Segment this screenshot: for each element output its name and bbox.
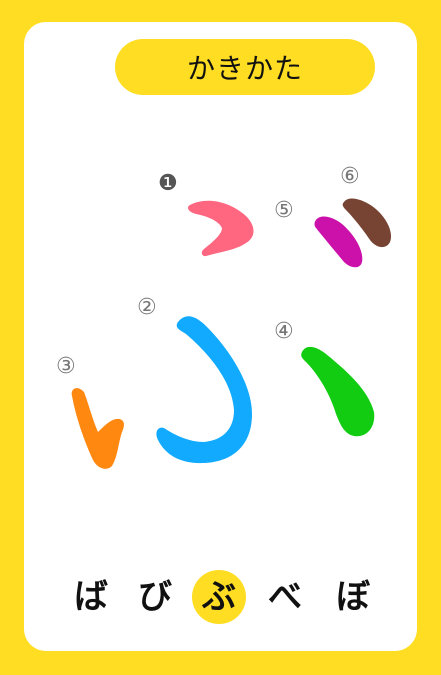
stroke-number-2: ②	[137, 295, 157, 320]
stroke-5	[314, 216, 363, 268]
page-title: かきかた	[186, 52, 303, 85]
card-panel: かきかた	[24, 22, 417, 651]
stroke-number-1: ❶	[158, 171, 178, 196]
stroke-4	[301, 346, 375, 437]
title-pill: かきかた	[115, 39, 375, 95]
kana-bu[interactable]: ぶ	[192, 570, 246, 624]
stroke-6	[342, 198, 392, 248]
stroke-number-6: ⑥	[340, 164, 360, 189]
stroke-2	[156, 316, 252, 464]
kana-ba[interactable]: ば	[74, 577, 108, 617]
kana-be[interactable]: べ	[268, 577, 302, 617]
stroke-1	[188, 200, 254, 257]
stroke-number-3: ③	[56, 354, 76, 379]
stroke-number-4: ④	[274, 319, 294, 344]
stroke-3	[71, 388, 124, 469]
kana-bo[interactable]: ぼ	[336, 577, 370, 617]
kana-bi[interactable]: び	[138, 577, 172, 617]
stroke-number-5: ⑤	[274, 198, 294, 223]
kana-row: ば び ぶ べ ぼ	[0, 570, 441, 630]
